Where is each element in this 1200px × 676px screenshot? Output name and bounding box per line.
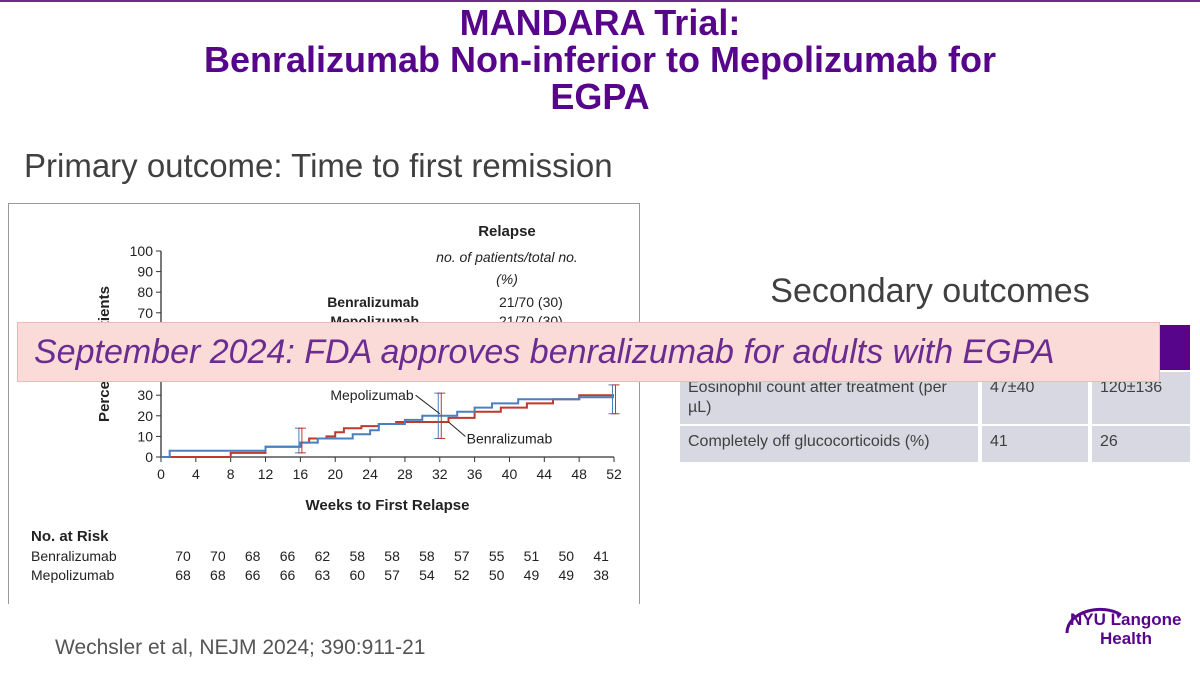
primary-outcome-heading: Primary outcome: Time to first remission — [24, 147, 613, 184]
citation: Wechsler et al, NEJM 2024; 390:911-21 — [55, 636, 426, 659]
risk-value: 49 — [524, 567, 540, 583]
fda-approval-text: September 2024: FDA approves benralizuma… — [34, 333, 1055, 371]
legend-subheader-pct: (%) — [496, 271, 518, 287]
legend-header: Relapse — [478, 223, 536, 240]
x-tick-label: 48 — [571, 466, 587, 482]
x-axis-label: Weeks to First Relapse — [306, 497, 470, 514]
risk-value: 68 — [175, 567, 191, 583]
annotation-benralizumab: Benralizumab — [467, 430, 553, 446]
secondary-row: Completely off glucocorticoids (%) 41 26 — [680, 426, 1190, 462]
risk-value: 62 — [315, 548, 331, 564]
legend-entry-value: 21/70 (30) — [499, 294, 563, 310]
series-line-mepolizumab — [161, 396, 614, 458]
title-line-2: Benralizumab Non-inferior to Mepolizumab… — [203, 39, 997, 80]
x-tick-label: 52 — [606, 466, 622, 482]
risk-value: 57 — [384, 567, 400, 583]
x-tick-label: 24 — [362, 466, 378, 482]
risk-value: 63 — [315, 567, 331, 583]
risk-value: 52 — [454, 567, 470, 583]
y-tick-label: 30 — [137, 387, 153, 403]
risk-value: 68 — [210, 567, 226, 583]
x-tick-label: 16 — [293, 466, 309, 482]
fda-approval-banner: September 2024: FDA approves benralizuma… — [17, 322, 1160, 382]
risk-value: 54 — [419, 567, 435, 583]
risk-value: 38 — [593, 567, 609, 583]
secondary-row-label: Completely off glucocorticoids (%) — [680, 426, 978, 462]
secondary-row-benralizumab: 41 — [982, 426, 1088, 462]
risk-value: 68 — [245, 548, 261, 564]
title-line-3: EGPA — [550, 76, 650, 117]
y-tick-label: 0 — [145, 449, 153, 465]
risk-value: 51 — [524, 548, 540, 564]
risk-value: 58 — [349, 548, 365, 564]
risk-value: 60 — [349, 567, 365, 583]
x-tick-label: 28 — [397, 466, 413, 482]
x-tick-label: 36 — [467, 466, 483, 482]
legend-entry-name: Benralizumab — [327, 294, 419, 310]
y-tick-label: 100 — [130, 243, 154, 259]
risk-value: 49 — [559, 567, 575, 583]
legend-subheader: no. of patients/total no. — [436, 249, 578, 265]
x-tick-label: 8 — [227, 466, 235, 482]
risk-value: 57 — [454, 548, 470, 564]
km-chart-panel: 0102030405060708090100048121620242832364… — [8, 203, 640, 604]
slide-title: MANDARA Trial: Benralizumab Non-inferior… — [0, 4, 1200, 115]
series-line-benralizumab — [161, 394, 614, 458]
risk-value: 66 — [245, 567, 261, 583]
y-tick-label: 80 — [137, 284, 153, 300]
x-tick-label: 0 — [157, 466, 165, 482]
x-tick-label: 20 — [327, 466, 343, 482]
x-tick-label: 44 — [537, 466, 553, 482]
logo-line-1: NYU Langone — [1070, 610, 1182, 629]
nyu-torch-logo — [1063, 603, 1193, 653]
nyu-logo-text: NYU Langone Health — [1070, 610, 1181, 648]
km-chart: 0102030405060708090100048121620242832364… — [31, 223, 622, 583]
risk-value: 66 — [280, 548, 296, 564]
risk-value: 58 — [384, 548, 400, 564]
annotation-leader — [448, 421, 466, 437]
y-tick-label: 10 — [137, 428, 153, 444]
top-accent-line — [0, 0, 1200, 2]
risk-value: 55 — [489, 548, 505, 564]
risk-value: 50 — [559, 548, 575, 564]
x-tick-label: 12 — [258, 466, 274, 482]
x-tick-label: 32 — [432, 466, 448, 482]
risk-value: 66 — [280, 567, 296, 583]
x-tick-label: 4 — [192, 466, 200, 482]
annotation-mepolizumab: Mepolizumab — [330, 387, 413, 403]
annotation-leader — [415, 394, 441, 415]
risk-value: 70 — [175, 548, 191, 564]
risk-value: 41 — [593, 548, 609, 564]
title-line-1: MANDARA Trial: — [459, 2, 741, 43]
x-tick-label: 40 — [502, 466, 518, 482]
risk-value: 58 — [419, 548, 435, 564]
secondary-row-mepolizumab: 26 — [1092, 426, 1190, 462]
y-tick-label: 90 — [137, 264, 153, 280]
y-tick-label: 20 — [137, 408, 153, 424]
y-tick-label: 70 — [137, 305, 153, 321]
risk-row-name: Benralizumab — [31, 548, 117, 564]
risk-row-name: Mepolizumab — [31, 567, 114, 583]
risk-value: 70 — [210, 548, 226, 564]
logo-line-2: Health — [1100, 629, 1152, 648]
secondary-outcomes-heading: Secondary outcomes — [770, 272, 1090, 310]
risk-table-header: No. at Risk — [31, 528, 109, 545]
risk-value: 50 — [489, 567, 505, 583]
